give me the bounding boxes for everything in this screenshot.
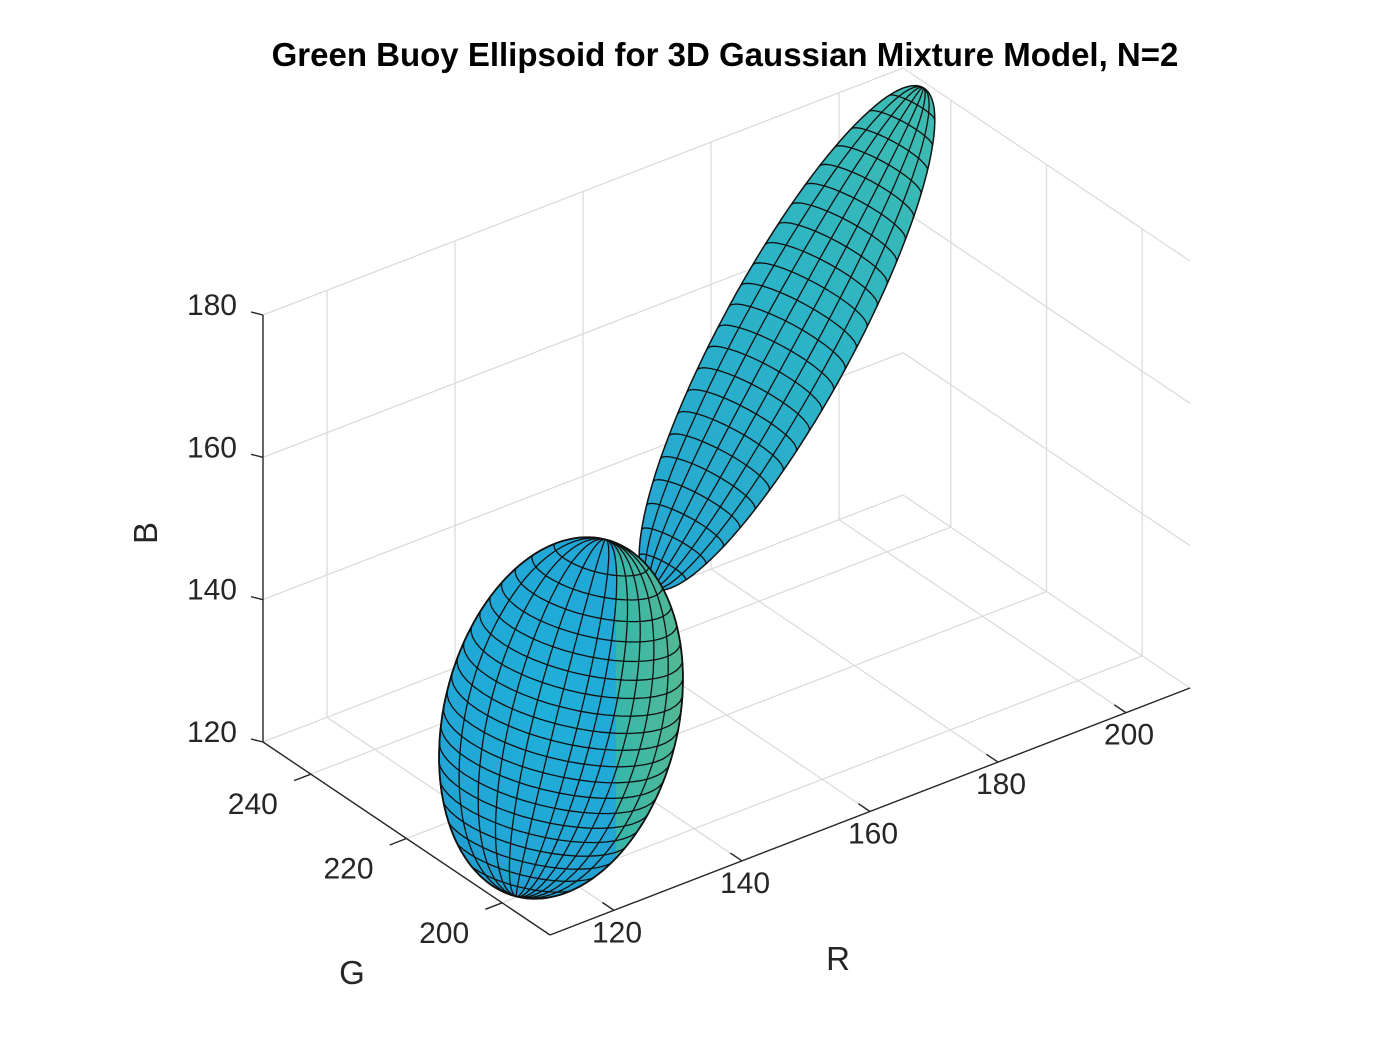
ellipsoid-1-mesh [439,537,683,899]
mesh-line [515,538,641,898]
y-axis-label: G [339,954,365,991]
mesh-line [652,478,741,530]
ellipsoid-series-1 [438,536,684,900]
mesh-line [494,538,607,898]
grid-line-b-side [902,209,1191,404]
mesh-line [887,94,935,122]
mesh-line [446,689,676,768]
mesh-line [867,109,934,148]
g-tick-mark [293,773,312,782]
mesh-line [644,85,924,590]
z-axis-label: B [127,522,164,544]
mesh-line [728,303,846,371]
mesh-line [515,538,607,898]
b-tick-label: 180 [187,289,237,322]
mesh-line [439,755,652,829]
g-tick-mark [389,837,407,846]
r-tick-mark [857,803,871,813]
r-tick-mark [729,852,743,862]
mesh-line [650,86,924,590]
mesh-line [515,538,669,899]
mesh-line [515,538,618,898]
mesh-line [508,538,607,898]
mesh-line [477,538,607,898]
b-tick-mark [250,738,264,743]
mesh-line [751,262,868,328]
r-tick-mark [601,901,615,911]
mesh-line [440,791,633,857]
grid-line-b-side [902,494,1191,689]
tick-labels: 120 140 160 180 200 200 220 240 120 140 160 180 [187,289,1154,950]
mesh-line [462,641,683,717]
r-tick-label: 180 [976,768,1026,801]
mesh-line [804,182,907,241]
b-tick-label: 140 [187,574,237,607]
mesh-line [515,538,610,898]
grid-line-b-back [262,67,904,316]
mesh-line [776,221,888,285]
mesh-line [444,809,621,870]
b-tick-mark [250,311,264,316]
mesh-line [696,367,811,432]
r-tick-mark [1113,704,1127,714]
grid-line-b-side [902,352,1191,547]
chart-title: Green Buoy Ellipsoid for 3D Gaussian Mix… [272,36,1179,73]
r-tick-label: 200 [1104,719,1154,752]
mesh-line [515,538,629,898]
mesh-line [659,455,756,511]
mesh-line [818,163,915,219]
b-tick-label: 120 [187,716,237,749]
mesh-line [706,345,823,412]
mesh-line [648,86,924,590]
mesh-line [650,86,924,590]
mesh-line [439,773,643,844]
b-tick-label: 160 [187,431,237,464]
mesh-line [442,705,671,784]
mesh-line [531,555,664,601]
ellipsoid-1-outline [438,536,684,900]
g-tick-label: 240 [228,788,278,821]
g-tick-label: 200 [419,917,469,950]
mesh-line [515,538,655,899]
mesh-line [645,502,725,548]
grid-line-b-side [902,67,1191,262]
mesh-line [764,241,879,307]
mesh-line [514,568,672,623]
mesh-line [717,324,835,391]
b-tick-mark [250,595,264,601]
r-tick-label: 140 [720,867,770,900]
ellipsoid-2-mesh [639,85,935,591]
axes [250,311,1191,936]
b-tick-mark [250,453,264,459]
ellipsoid-series-2 [638,84,936,592]
mesh-line [439,738,659,815]
mesh-line [650,86,930,591]
mesh-line [849,127,929,172]
r-tick-label: 160 [848,818,898,851]
mesh-line [458,537,607,898]
r-tick-label: 120 [592,916,642,949]
mesh-line [500,581,678,643]
mesh-line [676,410,784,472]
mesh-line [639,553,687,581]
mesh-line [470,626,683,700]
mesh-line [650,86,926,590]
mesh-line [668,433,771,492]
mesh-line [790,202,898,263]
g-tick-mark [485,902,503,910]
mesh-line [440,721,666,800]
r-tick-mark [985,753,999,763]
g-tick-label: 220 [323,853,373,886]
mesh-line [833,145,922,196]
mesh-line [739,282,858,350]
mesh-line [489,596,682,663]
mesh-line [479,610,683,681]
x-axis-label: R [826,940,850,977]
mesh-line [686,388,798,452]
mesh-line [640,527,707,565]
